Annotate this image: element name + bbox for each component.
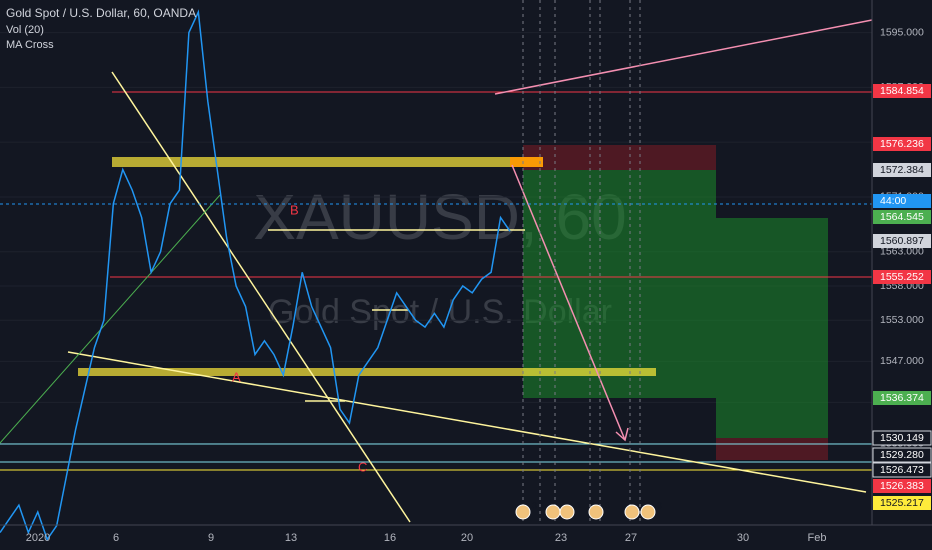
- event-count[interactable]: 3: [605, 500, 610, 510]
- time-label: 9: [208, 532, 214, 544]
- time-label: 2020: [26, 532, 50, 544]
- price-tag-label: 1576.236: [880, 138, 924, 150]
- time-axis: 2020 6 9 13 16 20 23 27 30 Feb: [26, 532, 827, 544]
- price-tick-label: 1595.000: [880, 26, 924, 38]
- trend-line: [0, 194, 221, 444]
- price-tag-label: 1560.897: [880, 235, 924, 247]
- event-count[interactable]: 1: [576, 500, 581, 510]
- event-icon: [588, 504, 604, 520]
- price-tag-label: 1555.252: [880, 271, 924, 283]
- events: 3513243: [515, 500, 662, 520]
- event-icon: [545, 504, 561, 520]
- resistance-zone: [112, 157, 543, 167]
- price-tick-label: 1547.000: [880, 355, 924, 367]
- price-tag-label: 44:00: [880, 195, 906, 207]
- drawings: [0, 0, 873, 525]
- legend: Gold Spot / U.S. Dollar, 60, OANDA Vol (…: [6, 6, 196, 51]
- zone-end: [510, 157, 543, 167]
- price-tag-label: 1526.383: [880, 480, 924, 492]
- price-tag: [872, 430, 932, 446]
- arrow-head: [615, 427, 629, 442]
- profit-zone: [716, 218, 828, 438]
- price-tag-label: 1572.384: [880, 164, 924, 176]
- price-tag: [872, 462, 932, 478]
- price-tag: [873, 479, 931, 493]
- event-count[interactable]: 3: [532, 500, 537, 510]
- time-label: 6: [113, 532, 119, 544]
- price-tag: [873, 234, 931, 248]
- event-icon: [624, 504, 640, 520]
- time-label: 20: [461, 532, 473, 544]
- wave-label: C: [358, 459, 367, 474]
- event-count[interactable]: 3: [657, 500, 662, 510]
- trend-line: [494, 19, 873, 95]
- time-label: 16: [384, 532, 396, 544]
- price-tags: 1584.854 1576.236 1572.384 44:00 1564.545 156…: [872, 84, 932, 510]
- time-label: 27: [625, 532, 637, 544]
- price-tag-label: 1584.854: [880, 85, 924, 97]
- indicator-name[interactable]: MA Cross: [6, 39, 54, 51]
- symbol-title[interactable]: Gold Spot / U.S. Dollar, 60, OANDA: [6, 6, 196, 20]
- event-icon: [640, 504, 656, 520]
- support-zone: [78, 368, 656, 376]
- time-label: 23: [555, 532, 567, 544]
- projection-arrow: [511, 164, 626, 441]
- event-icon: [559, 504, 575, 520]
- price-tag: [873, 137, 931, 151]
- loss-zone: [523, 145, 716, 170]
- price-tag-label: 1526.473: [880, 464, 924, 476]
- event-icon: [515, 504, 531, 520]
- trend-line: [111, 71, 411, 523]
- price-series: [0, 9, 511, 542]
- price-tag-label: 1536.374: [880, 392, 924, 404]
- price-tag: [873, 270, 931, 284]
- price-tag-label: 1530.149: [880, 432, 924, 444]
- price-tag-label: 1564.545: [880, 211, 924, 223]
- price-tag: [873, 84, 931, 98]
- price-tag: [872, 447, 932, 463]
- price-tag: [873, 163, 931, 177]
- price-tag: [873, 210, 931, 224]
- price-tick-label: 1563.000: [880, 246, 924, 258]
- indicator-name[interactable]: Vol (20): [6, 24, 44, 36]
- time-label: Feb: [808, 532, 827, 544]
- trend-line: [67, 351, 867, 493]
- loss-zone: [716, 438, 828, 460]
- price-tick-label: 1553.000: [880, 314, 924, 326]
- time-label: 30: [737, 532, 749, 544]
- price-tag: [873, 496, 931, 510]
- price-tag: [873, 194, 931, 208]
- price-tag: [873, 391, 931, 405]
- wave-label: B: [290, 202, 299, 217]
- price-tag-label: 1529.280: [880, 449, 924, 461]
- wave-label: A: [232, 369, 241, 384]
- price-tag-label: 1525.217: [880, 497, 924, 509]
- price-line: [0, 9, 511, 542]
- time-label: 13: [285, 532, 297, 544]
